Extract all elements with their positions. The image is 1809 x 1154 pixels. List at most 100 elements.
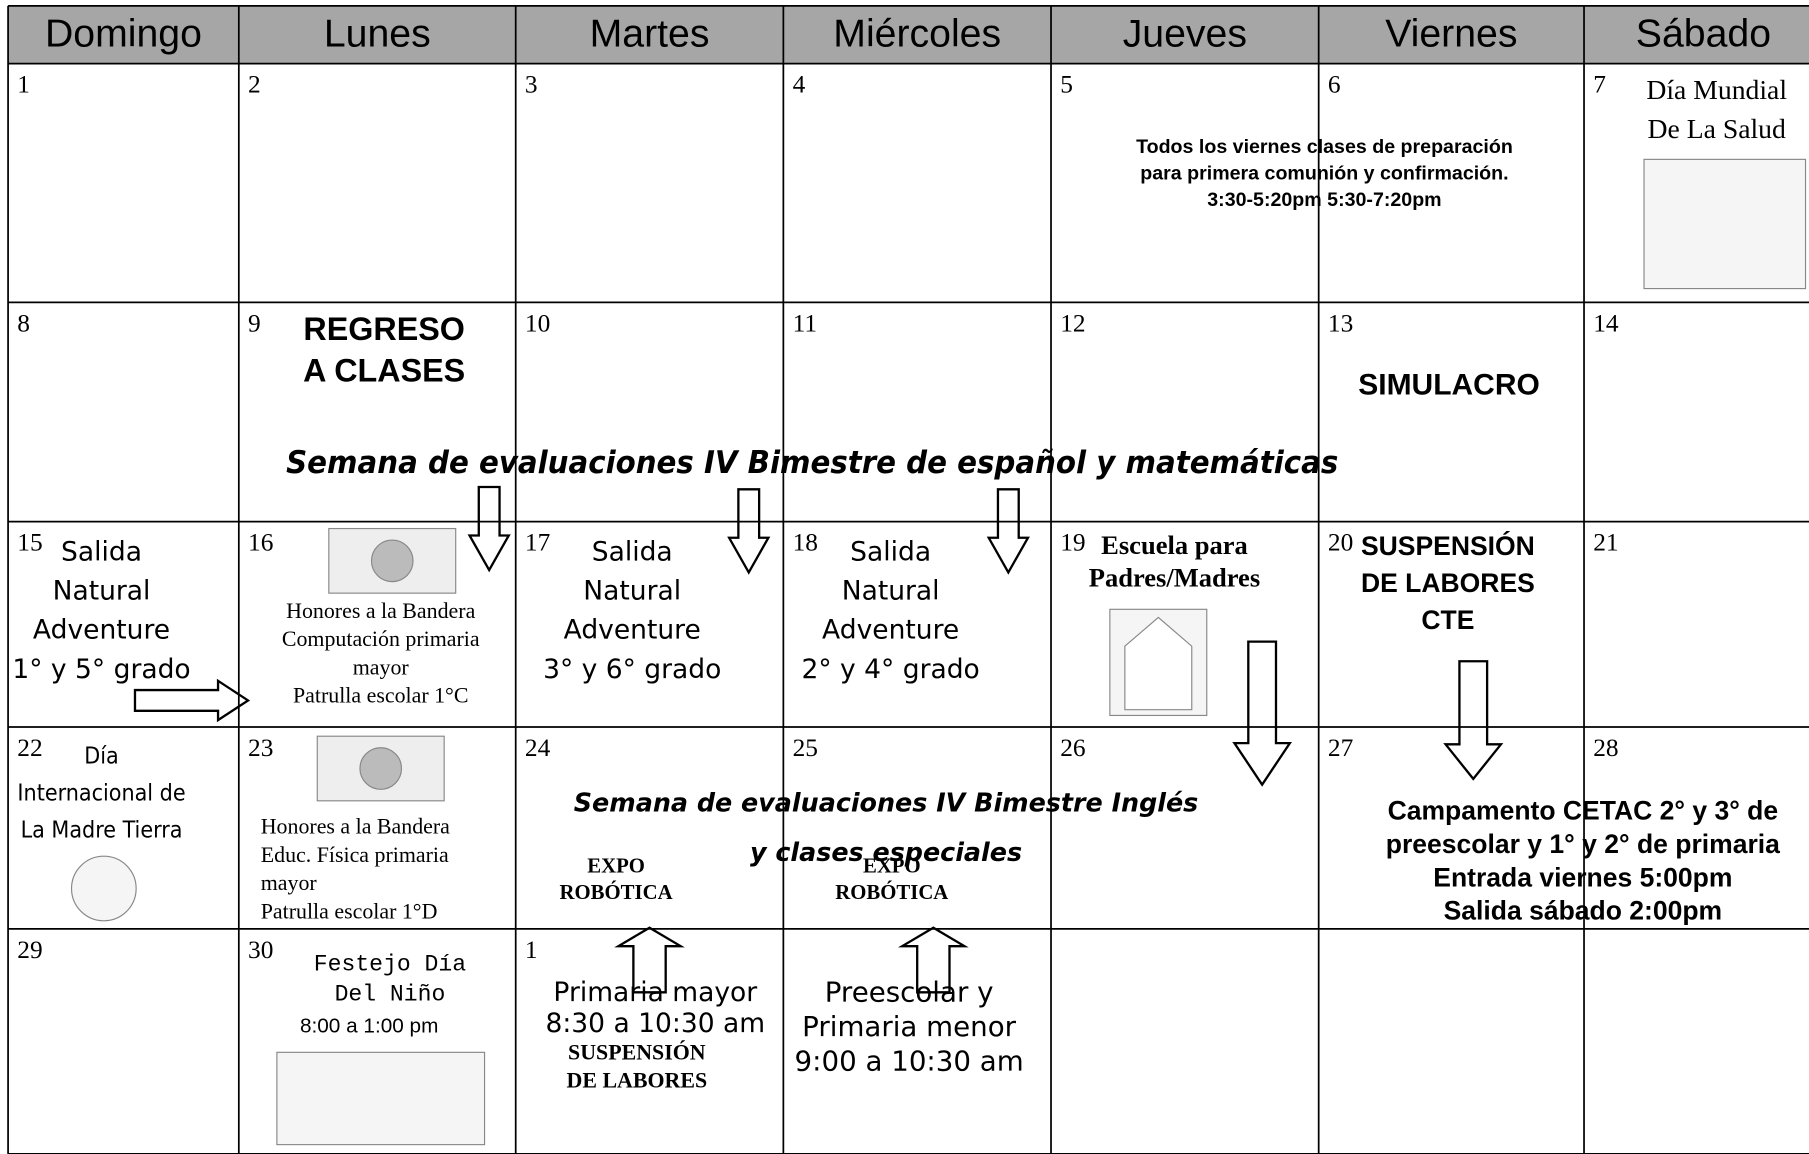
note-text: Salida: [850, 536, 931, 567]
note-text: Adventure: [564, 615, 701, 646]
note-text: Natural: [583, 575, 681, 606]
day-number: 20: [1328, 529, 1353, 557]
day-number: 13: [1328, 309, 1353, 337]
note-text: La Madre Tierra: [21, 817, 183, 843]
day-number: 2: [248, 71, 261, 99]
note-text: Honores a la Bandera: [286, 598, 475, 623]
note-text: CTE: [1421, 605, 1474, 635]
note-text: Salida: [61, 536, 142, 567]
note-text: Entrada viernes 5:00pm: [1433, 862, 1732, 892]
day-number: 19: [1060, 529, 1085, 557]
day-number: 5: [1060, 71, 1073, 99]
day-number: 14: [1593, 309, 1619, 337]
day-number: 21: [1593, 529, 1618, 557]
note-text: DE LABORES: [1361, 568, 1535, 598]
day-number: 8: [17, 309, 30, 337]
day-number: 30: [248, 936, 273, 964]
day-number: 9: [248, 309, 261, 337]
weekday-header: Jueves: [1123, 11, 1247, 55]
note-text: Día Mundial: [1646, 74, 1787, 105]
note-text: EXPO: [863, 855, 921, 877]
note-text: SUSPENSIÓN: [568, 1040, 706, 1065]
note-text: Festejo Día: [314, 952, 466, 978]
note-text: DE LABORES: [567, 1067, 708, 1092]
note-text: Campamento CETAC 2° y 3° de: [1388, 795, 1779, 825]
note-text: Semana de evaluaciones IV Bimestre de es…: [286, 445, 1338, 481]
note-text: Adventure: [33, 615, 170, 646]
day-number: 3: [525, 71, 538, 99]
note-text: 3:30-5:20pm 5:30-7:20pm: [1207, 189, 1441, 211]
note-text: A CLASES: [303, 352, 465, 388]
note-text: SUSPENSIÓN: [1361, 531, 1535, 561]
day-number: 18: [793, 529, 818, 557]
note-text: y clases especiales: [750, 837, 1022, 867]
day-number: 7: [1593, 71, 1606, 99]
day-number: 4: [793, 71, 806, 99]
note-text: 9:00 a 10:30 am: [795, 1045, 1024, 1078]
note-text: preescolar y 1° y 2° de primaria: [1386, 829, 1780, 859]
weekday-header: Domingo: [45, 11, 202, 55]
day-number: 10: [525, 309, 550, 337]
day-number: 26: [1060, 734, 1085, 762]
day-number: 17: [525, 529, 550, 557]
day-number: 29: [17, 936, 42, 964]
note-text: 1° y 5° grado: [12, 654, 190, 685]
note-text: Todos los viernes clases de preparación: [1136, 136, 1513, 158]
weekday-header: Martes: [590, 11, 710, 55]
note-text: Educ. Física primaria: [261, 842, 449, 867]
note-text: EXPO: [587, 855, 645, 877]
note-text: Padres/Madres: [1089, 563, 1260, 593]
weekday-header: Sábado: [1636, 11, 1771, 55]
note-text: mayor: [353, 654, 410, 679]
note-text: ROBÓTICA: [835, 880, 948, 904]
note-text: Primaria mayor: [553, 977, 757, 1008]
note-text: 2° y 4° grado: [802, 654, 980, 685]
day-number: 24: [525, 734, 551, 762]
note-text: Día: [84, 743, 118, 769]
note-text: Del Niño: [335, 982, 446, 1008]
note-text: Internacional de: [17, 780, 185, 806]
day-number: 12: [1060, 309, 1085, 337]
day-number: 27: [1328, 734, 1353, 762]
note-text: Semana de evaluaciones IV Bimestre Inglé…: [574, 787, 1199, 817]
header-bar: [8, 5, 1809, 64]
note-text: Patrulla escolar 1°D: [261, 898, 438, 923]
day-number: 25: [793, 734, 818, 762]
weekday-header: Viernes: [1385, 11, 1517, 55]
day-number: 16: [248, 529, 273, 557]
note-text: ROBÓTICA: [560, 880, 673, 904]
arrows: [133, 485, 1504, 994]
weekday-header: Miércoles: [833, 11, 1001, 55]
note-text: SIMULACRO: [1358, 369, 1540, 402]
note-text: Honores a la Bandera: [261, 814, 450, 839]
day-number: 1: [17, 71, 30, 99]
note-text: 3° y 6° grado: [543, 654, 721, 685]
note-text: Natural: [53, 575, 151, 606]
day-number: 6: [1328, 71, 1341, 99]
pictures: [70, 158, 1807, 1146]
weekday-header: Lunes: [324, 11, 431, 55]
note-text: Escuela para: [1101, 530, 1248, 560]
note-text: Natural: [842, 575, 940, 606]
note-text: Adventure: [822, 615, 959, 646]
day-number: 28: [1593, 734, 1618, 762]
day-number: 22: [17, 734, 42, 762]
note-text: Salida: [592, 536, 673, 567]
note-text: para primera comunión y confirmación.: [1140, 163, 1508, 185]
day-number: 23: [248, 734, 273, 762]
note-text: Preescolar y: [825, 975, 994, 1008]
day-number: 1: [525, 936, 538, 964]
note-text: 8:00 a 1:00 pm: [300, 1014, 438, 1037]
note-text: REGRESO: [303, 311, 465, 347]
day-number: 15: [17, 529, 42, 557]
note-text: Primaria menor: [802, 1010, 1016, 1043]
note-text: mayor: [261, 870, 318, 895]
note-text: De La Salud: [1648, 113, 1786, 144]
note-text: Salida sábado 2:00pm: [1444, 896, 1723, 926]
note-text: 8:30 a 10:30 am: [546, 1008, 766, 1039]
day-number: 11: [793, 309, 817, 337]
note-text: Patrulla escolar 1°C: [293, 683, 468, 708]
note-text: Computación primaria: [282, 626, 480, 651]
